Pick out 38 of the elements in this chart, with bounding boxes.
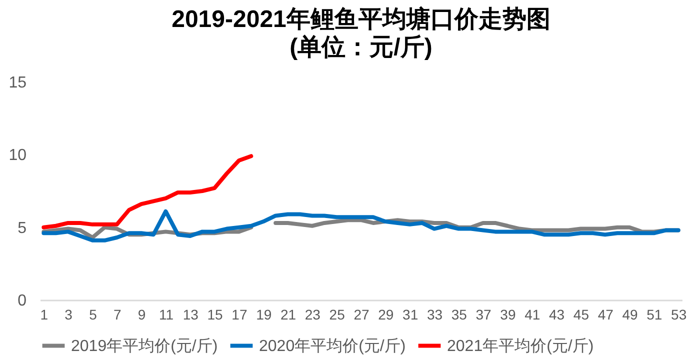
legend-label: 2019年平均价(元/斤)	[71, 336, 218, 355]
x-tick-label: 25	[329, 306, 346, 322]
x-tick-label: 21	[280, 306, 296, 322]
chart-title: 2019-2021年鲤鱼平均塘口价走势图	[172, 6, 550, 33]
x-tick-label: 15	[207, 306, 224, 322]
x-tick-label: 3	[64, 306, 73, 322]
y-tick-label: 15	[8, 74, 27, 92]
x-tick-label: 11	[158, 306, 174, 322]
x-tick-label: 1	[40, 306, 48, 322]
x-tick-label: 7	[113, 306, 122, 322]
x-tick-label: 49	[622, 306, 638, 322]
y-tick-label: 0	[18, 292, 27, 310]
x-tick-label: 29	[378, 306, 394, 322]
x-tick-label: 27	[354, 306, 370, 322]
x-tick-label: 53	[671, 306, 687, 322]
x-tick-label: 45	[573, 306, 590, 322]
x-tick-label: 23	[304, 306, 321, 322]
x-tick-label: 35	[451, 306, 468, 322]
x-tick-label: 13	[182, 306, 199, 322]
x-tick-label: 31	[402, 306, 418, 322]
x-tick-label: 37	[476, 306, 492, 322]
x-tick-label: 51	[646, 306, 662, 322]
x-tick-label: 33	[426, 306, 443, 322]
x-tick-label: 5	[89, 306, 98, 322]
x-tick-label: 41	[524, 306, 540, 322]
x-tick-label: 47	[598, 306, 614, 322]
x-tick-label: 9	[138, 306, 146, 322]
chart-subtitle: (单位：元/斤)	[290, 34, 432, 61]
x-tick-label: 19	[256, 306, 272, 322]
legend-label: 2020年平均价(元/斤)	[259, 336, 406, 355]
line-series	[42, 209, 680, 242]
line-series	[42, 154, 254, 230]
y-tick-label: 10	[8, 147, 27, 164]
x-tick-label: 43	[548, 306, 565, 322]
x-tick-label: 17	[232, 306, 248, 322]
legend-label: 2021年平均价(元/斤)	[447, 336, 594, 355]
x-tick-label: 39	[500, 306, 516, 322]
y-tick-label: 5	[18, 220, 27, 237]
